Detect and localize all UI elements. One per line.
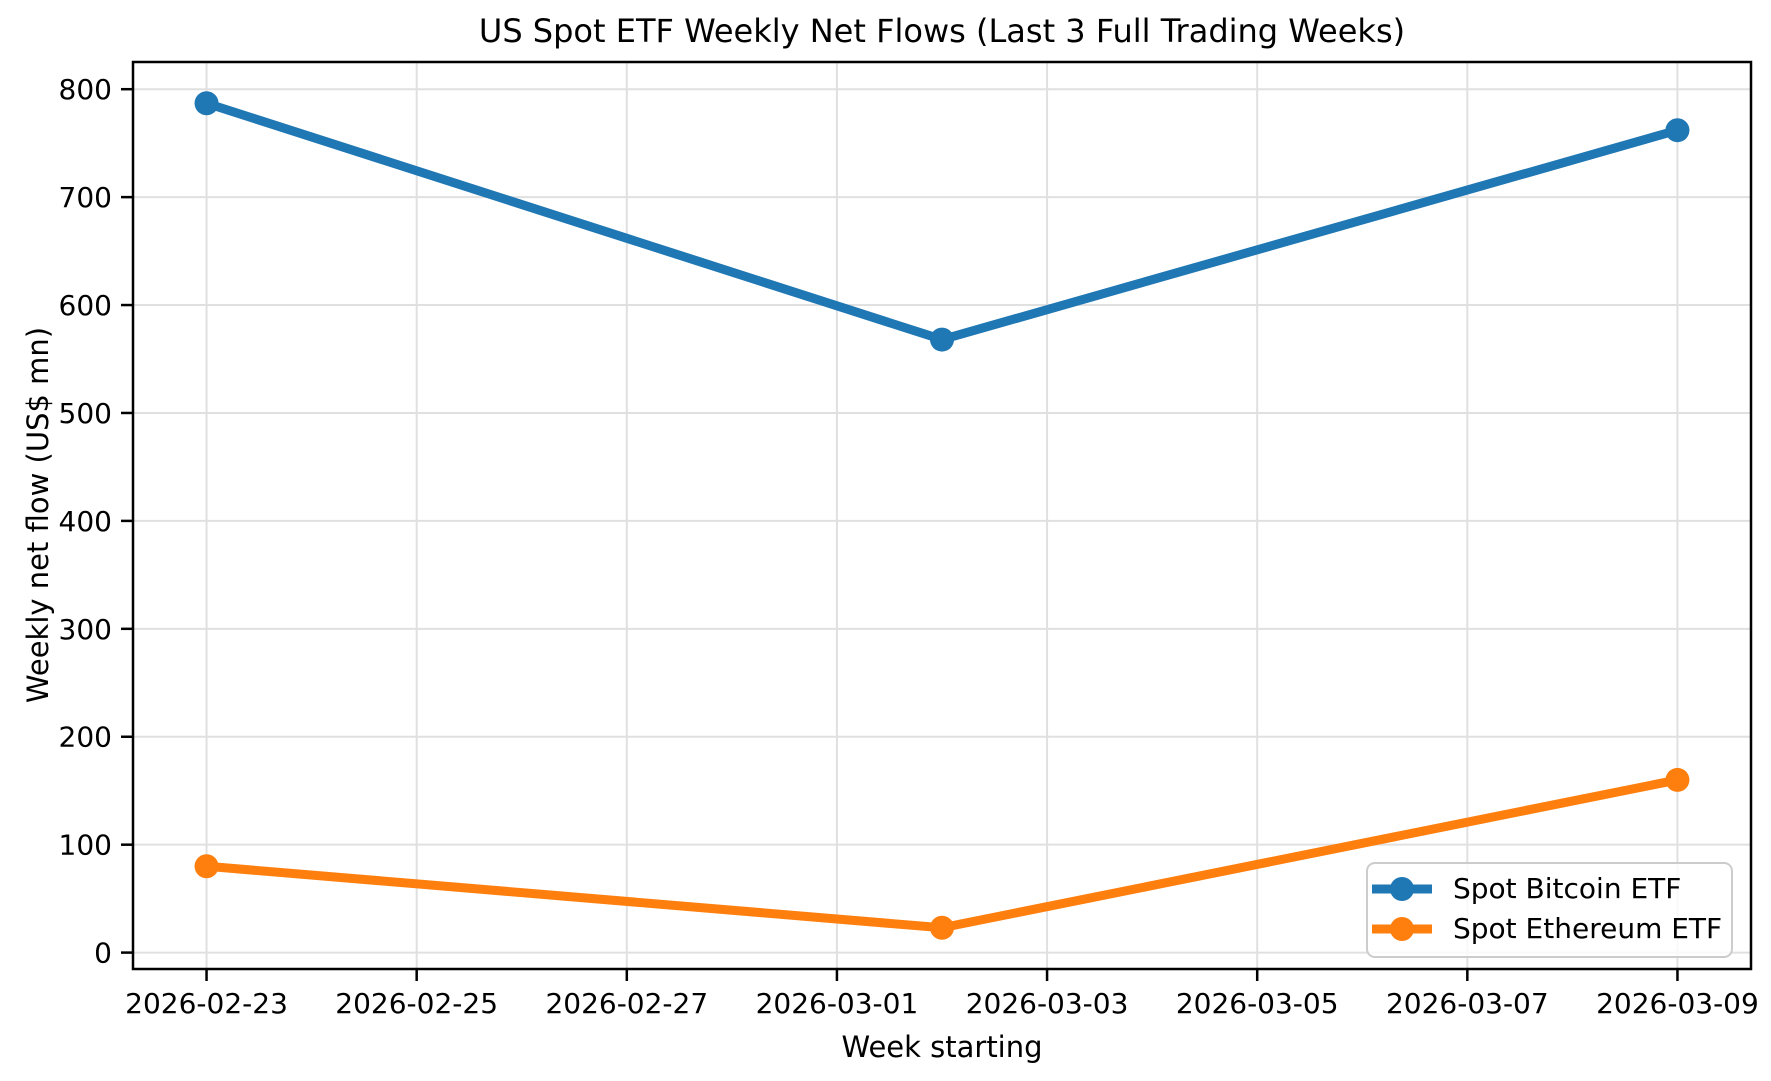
data-series xyxy=(194,91,1690,940)
data-point-marker xyxy=(194,91,219,116)
y-tick-label: 800 xyxy=(59,73,112,106)
legend: Spot Bitcoin ETF Spot Ethereum ETF xyxy=(1366,862,1733,958)
x-tick-label: 2026-03-09 xyxy=(1596,987,1759,1020)
x-tick-label: 2026-02-27 xyxy=(545,987,708,1020)
y-tick-label: 0 xyxy=(94,937,112,970)
legend-label-ethereum: Spot Ethereum ETF xyxy=(1453,912,1722,945)
x-tick-label: 2026-02-25 xyxy=(335,987,498,1020)
legend-marker-ethereum xyxy=(1390,917,1414,941)
gridlines xyxy=(133,62,1751,969)
axis-ticks: 2026-02-23 2026-02-25 2026-02-27 2026-03-01… xyxy=(59,73,1759,1020)
data-point-marker xyxy=(1665,118,1690,143)
y-tick-label: 600 xyxy=(59,289,112,322)
x-tick-label: 2026-03-01 xyxy=(756,987,919,1020)
x-tick-label: 2026-03-05 xyxy=(1176,987,1339,1020)
x-tick-label: 2026-02-23 xyxy=(125,987,288,1020)
x-tick-label: 2026-03-03 xyxy=(966,987,1129,1020)
legend-box xyxy=(1366,862,1733,958)
legend-label-bitcoin: Spot Bitcoin ETF xyxy=(1453,872,1681,905)
plot-border xyxy=(131,60,1753,971)
x-tick-label: 2026-03-07 xyxy=(1386,987,1549,1020)
y-tick-label: 100 xyxy=(59,829,112,862)
data-point-marker xyxy=(930,327,954,352)
data-point-marker xyxy=(930,915,954,940)
y-tick-label: 300 xyxy=(59,613,112,646)
chart-title: US Spot ETF Weekly Net Flows (Last 3 Ful… xyxy=(479,12,1405,50)
y-tick-label: 700 xyxy=(59,181,112,214)
x-axis-label: Week starting xyxy=(841,1030,1042,1064)
y-tick-label: 500 xyxy=(59,397,112,430)
legend-marker-bitcoin xyxy=(1390,877,1414,901)
y-tick-label: 400 xyxy=(59,505,112,538)
data-point-marker xyxy=(194,854,219,879)
y-tick-label: 200 xyxy=(59,721,112,754)
y-axis-label: Weekly net flow (US$ mn) xyxy=(21,327,55,703)
data-point-marker xyxy=(1665,767,1690,792)
